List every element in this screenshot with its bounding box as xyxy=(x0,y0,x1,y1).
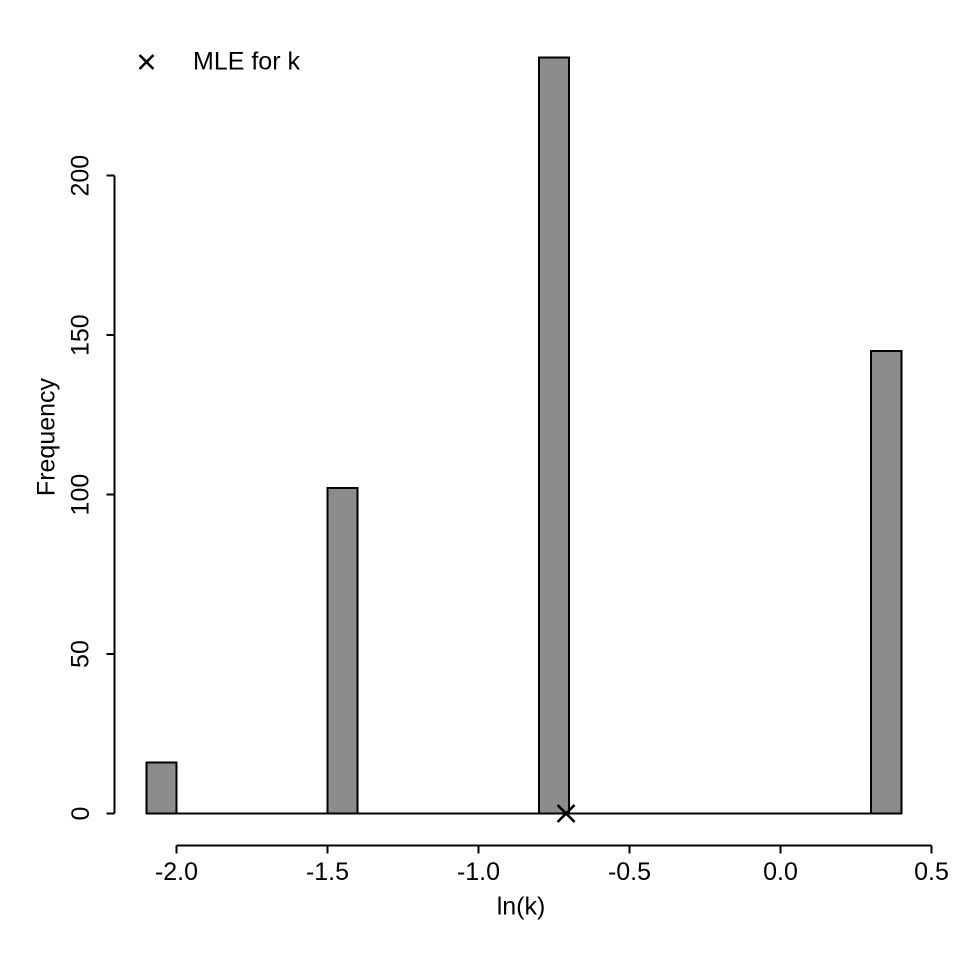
x-tick-label-4: 0.0 xyxy=(763,858,798,886)
legend: MLE for k xyxy=(138,48,300,77)
x-tick-label-2: -1.0 xyxy=(457,858,500,886)
mle-marker-icon-stroke xyxy=(556,804,576,823)
x-tick-label-3: -0.5 xyxy=(608,858,651,886)
y-tick-label-1: 50 xyxy=(67,640,95,668)
histogram-bar-1 xyxy=(326,487,359,815)
y-tick-label-3: 150 xyxy=(67,314,95,356)
legend-label: MLE for k xyxy=(193,47,300,76)
y-tick-label-0: 0 xyxy=(67,807,95,821)
x-tick-label-5: 0.5 xyxy=(914,858,949,886)
x-tick-label-0: -2.0 xyxy=(155,858,198,886)
mle-marker-icon xyxy=(556,804,576,823)
x-axis-title: ln(k) xyxy=(496,892,546,921)
histogram-bar-3 xyxy=(870,350,903,815)
x-tick-label-1: -1.5 xyxy=(306,858,349,886)
histogram-bar-0 xyxy=(145,761,178,815)
histogram-bar-2 xyxy=(537,56,571,815)
legend-x-cross-icon xyxy=(138,54,155,70)
y-tick-label-2: 100 xyxy=(67,474,95,516)
y-tick-label-4: 200 xyxy=(67,155,95,197)
y-axis-title: Frequency xyxy=(32,377,61,497)
